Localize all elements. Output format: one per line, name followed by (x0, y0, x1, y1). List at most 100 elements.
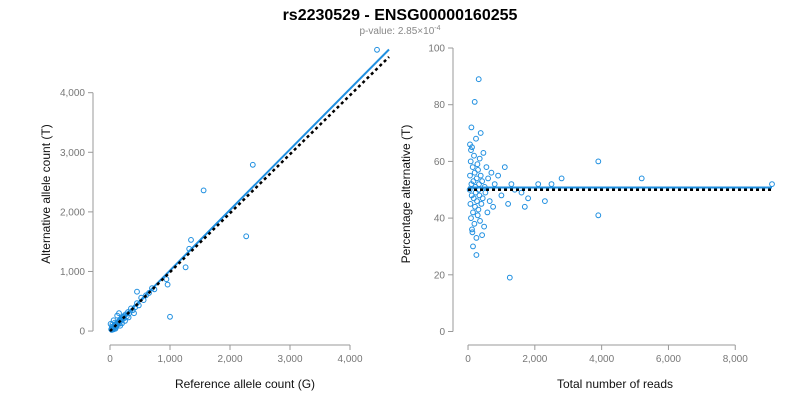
data-point (474, 161, 481, 168)
data-point (470, 243, 476, 250)
data-point (117, 322, 124, 329)
data-point (471, 220, 478, 227)
data-point (125, 314, 132, 321)
data-point (486, 198, 493, 205)
x-axis-title: Reference allele count (G) (175, 377, 315, 391)
data-point (467, 158, 474, 165)
x-tick-label: 0 (107, 354, 113, 365)
subtitle-prefix: p-value: 2.85×10 (359, 26, 434, 37)
data-point (548, 181, 555, 188)
data-point (470, 195, 477, 202)
y-tick-label: 40 (434, 214, 446, 225)
data-point (163, 276, 170, 283)
data-point (595, 212, 602, 219)
data-point (476, 181, 482, 188)
x-tick-label: 4,000 (589, 354, 614, 365)
data-point (475, 206, 482, 213)
data-point (542, 198, 548, 205)
y-tick-label: 100 (428, 44, 445, 55)
data-point (535, 181, 542, 188)
x-tick-label: 1,000 (157, 354, 182, 365)
y-tick-label: 80 (434, 100, 446, 111)
data-point (638, 175, 645, 182)
data-point (477, 172, 484, 179)
data-point (164, 281, 171, 288)
data-point (501, 164, 508, 171)
y-tick-label: 0 (439, 327, 445, 338)
data-point (107, 321, 114, 327)
page-title: rs2230529 - ENSG00000160255 (283, 7, 518, 24)
data-point (188, 237, 194, 243)
data-point (476, 155, 483, 162)
data-point (479, 195, 486, 202)
data-point (488, 169, 495, 176)
y-tick-label: 20 (434, 270, 446, 281)
y-axis-title: Percentage alternative (T) (399, 125, 413, 264)
data-point (475, 167, 481, 173)
y-tick-label: 3,000 (60, 148, 85, 159)
data-point (481, 223, 488, 230)
x-axis-title: Total number of reads (557, 377, 673, 391)
data-point (470, 178, 477, 185)
data-point (200, 187, 207, 194)
allele-count-scatter-panel: 0 1,000 2,000 3,000 4,000 0 1,000 2,000 3,000 4,0… (39, 46, 390, 391)
data-point (480, 150, 487, 156)
data-point (467, 172, 473, 179)
data-point (506, 274, 513, 281)
data-point (479, 232, 486, 239)
page-subtitle: p-value: 2.85×10-4 (359, 25, 440, 37)
data-point (243, 233, 250, 240)
data-point (558, 175, 565, 182)
percentage-alternative-scatter-panel: 0 2,000 4,000 6,000 8,000 0 20 40 60 80 100 Total n… (399, 44, 775, 391)
subtitle-exponent: -4 (434, 25, 440, 32)
data-point (472, 203, 478, 210)
data-point (769, 181, 775, 188)
y-tick-label: 2,000 (60, 207, 85, 218)
data-point (467, 141, 473, 148)
data-point (474, 198, 480, 205)
data-point (468, 124, 475, 131)
y-tick-label: 4,000 (60, 88, 85, 99)
data-point (122, 318, 128, 324)
data-point (484, 209, 491, 216)
data-point (474, 212, 481, 219)
data-point (505, 201, 512, 207)
data-point (131, 310, 137, 317)
data-point (471, 169, 478, 176)
data-point (249, 161, 256, 168)
x-tick-label: 2,000 (522, 354, 547, 365)
data-point (477, 218, 483, 224)
data-point (477, 130, 484, 136)
data-point (485, 175, 492, 182)
fit-line (109, 48, 390, 332)
y-tick-label: 1,000 (60, 267, 85, 278)
data-point (475, 76, 482, 83)
data-point (469, 229, 476, 236)
data-point (473, 175, 480, 182)
x-tick-label: 3,000 (277, 354, 302, 365)
data-point (116, 310, 122, 317)
x-tick-label: 4,000 (337, 354, 362, 365)
y-axis-title: Alternative allele count (T) (39, 124, 53, 263)
y-tick-label: 0 (79, 327, 85, 338)
data-point (479, 178, 486, 185)
data-point (134, 288, 140, 295)
x-tick-label: 0 (465, 354, 471, 365)
data-point (473, 252, 480, 258)
data-point (476, 192, 483, 199)
data-point (374, 46, 380, 53)
data-point (182, 264, 189, 271)
data-point (470, 209, 476, 216)
data-point (483, 164, 490, 171)
data-point (469, 164, 476, 171)
data-point (478, 201, 485, 207)
x-tick-label: 2,000 (217, 354, 242, 365)
data-point (482, 189, 489, 196)
y-tick-label: 60 (434, 157, 446, 168)
data-point (508, 181, 515, 188)
x-tick-label: 6,000 (656, 354, 681, 365)
data-point (467, 201, 474, 207)
data-point (468, 215, 474, 222)
data-point (518, 189, 525, 196)
